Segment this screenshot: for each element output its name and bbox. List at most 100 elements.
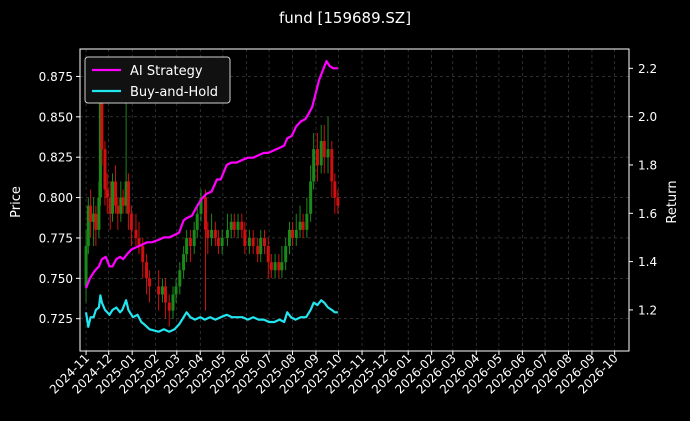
candle-body (116, 205, 120, 214)
candle-body (160, 286, 164, 295)
candle-body (134, 229, 138, 238)
candle-body (322, 141, 326, 158)
candle-body (167, 302, 171, 311)
candle-body (103, 149, 107, 190)
candle-body (178, 270, 182, 287)
candle-body (309, 181, 313, 214)
y-tick-label-right: 2.0 (638, 110, 657, 124)
candle-body (251, 237, 255, 247)
candle-body (266, 246, 270, 263)
candle-body (290, 229, 294, 238)
candle-body (277, 262, 281, 271)
candle-body (111, 181, 115, 214)
candle-body (333, 181, 337, 198)
candle-body (319, 141, 323, 166)
candle-body (280, 262, 284, 271)
candle-body (174, 286, 178, 295)
candle-body (108, 197, 112, 214)
candle-body (305, 213, 309, 230)
candle-body (137, 237, 141, 247)
y-tick-label-left: 0.725 (39, 312, 73, 326)
candle-body (284, 246, 288, 263)
y-tick-label-right: 1.4 (638, 255, 657, 269)
candle-body (199, 197, 203, 214)
candle-body (145, 262, 149, 279)
y-axis-label-right: Return (665, 180, 680, 223)
series-lines (84, 59, 338, 333)
candle-body (185, 237, 189, 255)
candle-body (192, 229, 196, 247)
y-tick-label-left: 0.825 (39, 151, 73, 165)
candle-body (182, 254, 186, 271)
candle-body (121, 197, 125, 206)
candle-body (243, 229, 247, 247)
y-axis-label-left: Price (9, 186, 24, 218)
candle-body (326, 149, 330, 158)
candle-body (216, 237, 220, 247)
candle-body (94, 213, 98, 230)
candle-body (119, 197, 123, 214)
candle-body (86, 205, 90, 247)
candle-body (287, 229, 291, 247)
candle-body (148, 278, 152, 287)
series-line-ai-strategy (84, 59, 338, 289)
candle-body (171, 294, 175, 311)
candle-body (330, 149, 334, 182)
candle-body (114, 181, 118, 206)
plot-frame (79, 48, 630, 352)
chart-title: fund [159689.SZ] (279, 9, 411, 27)
candle-body (195, 213, 199, 230)
candle-body (294, 229, 298, 238)
legend-label-buy-and-hold: Buy-and-Hold (130, 85, 218, 100)
y-tick-label-left: 0.850 (39, 110, 73, 124)
candle-body (336, 197, 340, 206)
candle-body (126, 181, 130, 214)
legend: AI Strategy Buy-and-Hold (84, 56, 231, 104)
candle-body (229, 221, 233, 230)
candle-body (301, 221, 305, 230)
y-tick-label-left: 0.800 (39, 191, 73, 205)
candle-body (84, 246, 88, 287)
candle-body (163, 286, 167, 303)
candle-body (236, 221, 240, 230)
candle-body (204, 197, 208, 230)
series-line-buy-and-hold (84, 294, 338, 333)
candle-body (232, 221, 236, 230)
candle-body (240, 221, 244, 230)
candle-body (315, 149, 319, 166)
candle-body (247, 237, 251, 247)
candle-body (98, 100, 102, 198)
candle-body (220, 237, 224, 247)
candle-body (89, 205, 93, 222)
candle-body (298, 221, 302, 230)
candle-body (188, 237, 192, 247)
candle-body (213, 229, 217, 238)
candle-body (141, 246, 145, 263)
candle-body (259, 237, 263, 255)
candle-body (97, 197, 101, 230)
candle-body (225, 229, 229, 238)
candlesticks (84, 84, 340, 327)
candle-body (100, 100, 104, 150)
candle-body (157, 286, 161, 295)
y-tick-label-right: 1.2 (638, 303, 657, 317)
y-tick-label-right: 1.6 (638, 207, 657, 221)
y-tick-label-left: 0.775 (39, 231, 73, 245)
candle-body (269, 262, 273, 271)
candle-body (124, 181, 128, 206)
candle-body (129, 213, 133, 230)
candle-body (312, 149, 316, 182)
y-tick-label-right: 2.2 (638, 62, 657, 76)
y-tick-label-left: 0.875 (39, 70, 73, 84)
candle-body (273, 262, 277, 271)
candle-body (256, 246, 260, 255)
y-tick-label-left: 0.750 (39, 272, 73, 286)
candle-body (105, 189, 109, 198)
y-tick-label-right: 1.8 (638, 158, 657, 172)
candle-body (210, 229, 214, 238)
legend-label-ai-strategy: AI Strategy (130, 64, 203, 79)
candle-body (206, 229, 210, 238)
candle-body (263, 237, 267, 247)
candle-body (92, 213, 96, 222)
